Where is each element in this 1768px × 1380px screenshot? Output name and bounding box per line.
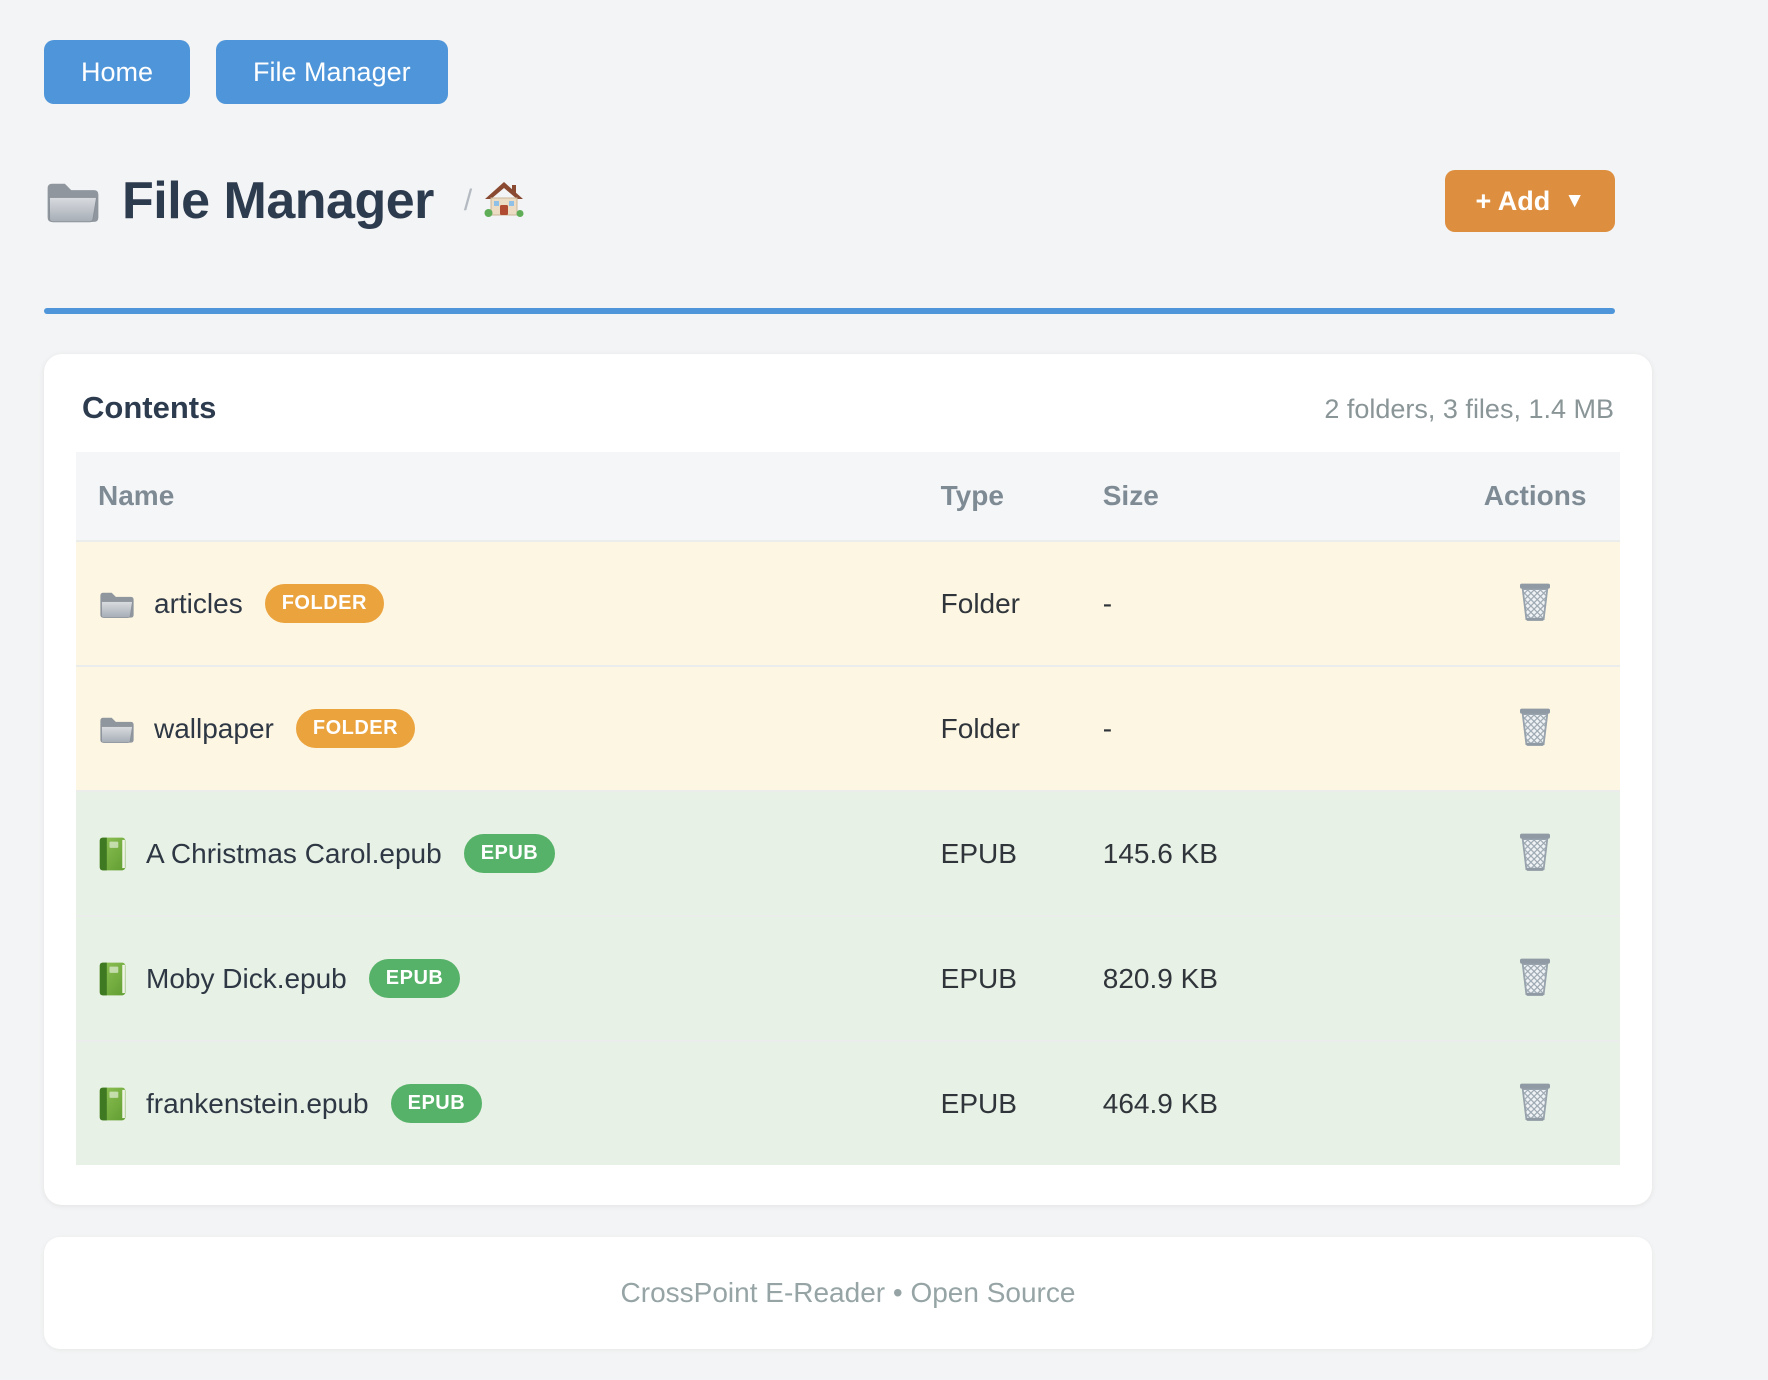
type-badge: EPUB xyxy=(463,834,556,873)
item-type: Folder xyxy=(940,712,1021,744)
item-name[interactable]: Moby Dick.epub xyxy=(146,962,347,994)
delete-button[interactable] xyxy=(1515,827,1555,873)
folder-icon xyxy=(47,183,99,223)
delete-button[interactable] xyxy=(1515,577,1555,623)
table-row: Moby Dick.epub EPUB EPUB 820.9 KB xyxy=(76,916,1620,1041)
table-header-row: Name Type Size Actions xyxy=(76,452,1620,541)
delete-button[interactable] xyxy=(1515,952,1555,998)
home-button[interactable]: Home xyxy=(44,40,191,104)
trash-icon xyxy=(1520,708,1551,746)
contents-table-body: articles FOLDER Folder - xyxy=(76,541,1620,1165)
top-nav: Home File Manager xyxy=(44,40,1652,104)
item-size: - xyxy=(1102,587,1113,619)
folder-icon xyxy=(98,713,136,745)
file-manager-page: Home File Manager File Manager / xyxy=(44,40,1652,1349)
delete-button[interactable] xyxy=(1515,1077,1555,1123)
item-size: - xyxy=(1102,712,1113,744)
item-size: 464.9 KB xyxy=(1102,1087,1218,1119)
type-badge: EPUB xyxy=(390,1084,483,1123)
title-group: File Manager / xyxy=(44,171,524,231)
trash-icon xyxy=(1520,1083,1551,1121)
column-header-actions: Actions xyxy=(1450,452,1620,541)
add-button-label: + Add xyxy=(1475,185,1551,216)
folder-icon xyxy=(98,588,136,620)
table-row: articles FOLDER Folder - xyxy=(76,541,1620,666)
type-badge: FOLDER xyxy=(264,584,384,623)
trash-icon xyxy=(1520,583,1551,621)
table-row: A Christmas Carol.epub EPUB EPUB 145.6 K… xyxy=(76,791,1620,916)
trash-icon xyxy=(1520,833,1551,871)
green-book-icon xyxy=(98,1086,128,1122)
trash-icon xyxy=(1520,958,1551,996)
breadcrumb-separator: / xyxy=(463,184,473,217)
contents-header: Contents 2 folders, 3 files, 1.4 MB xyxy=(76,390,1620,452)
page-header: File Manager / + Add ▼ xyxy=(44,170,1652,232)
item-type: EPUB xyxy=(940,837,1017,869)
green-book-icon xyxy=(98,961,128,997)
column-header-size: Size xyxy=(1102,452,1451,541)
footer: CrossPoint E-Reader • Open Source xyxy=(44,1237,1652,1349)
contents-summary: 2 folders, 3 files, 1.4 MB xyxy=(1324,394,1614,424)
column-header-name: Name xyxy=(76,452,941,541)
file-table: Name Type Size Actions xyxy=(76,452,1620,1165)
file-manager-button[interactable]: File Manager xyxy=(216,40,448,104)
item-type: EPUB xyxy=(940,962,1017,994)
breadcrumb: / xyxy=(464,180,524,222)
delete-button[interactable] xyxy=(1515,702,1555,748)
item-name[interactable]: frankenstein.epub xyxy=(146,1087,369,1119)
item-name[interactable]: wallpaper xyxy=(154,712,274,744)
accent-divider xyxy=(44,308,1615,314)
type-badge: EPUB xyxy=(368,959,461,998)
column-header-type: Type xyxy=(940,452,1103,541)
table-row: wallpaper FOLDER Folder - xyxy=(76,666,1620,791)
footer-text: CrossPoint E-Reader • Open Source xyxy=(620,1277,1076,1308)
house-icon[interactable] xyxy=(484,180,524,218)
item-type: Folder xyxy=(940,587,1021,619)
item-size: 820.9 KB xyxy=(1102,962,1218,994)
item-name[interactable]: articles xyxy=(154,587,243,619)
contents-title: Contents xyxy=(82,390,217,425)
green-book-icon xyxy=(98,836,128,872)
contents-card: Contents 2 folders, 3 files, 1.4 MB Name… xyxy=(44,354,1652,1205)
caret-down-icon: ▼ xyxy=(1564,189,1585,212)
item-name[interactable]: A Christmas Carol.epub xyxy=(146,837,442,869)
page-title: File Manager xyxy=(122,172,434,230)
table-row: frankenstein.epub EPUB EPUB 464.9 KB xyxy=(76,1041,1620,1165)
type-badge: FOLDER xyxy=(295,709,416,748)
item-type: EPUB xyxy=(940,1087,1017,1119)
item-size: 145.6 KB xyxy=(1102,837,1218,869)
add-button[interactable]: + Add ▼ xyxy=(1445,170,1615,232)
